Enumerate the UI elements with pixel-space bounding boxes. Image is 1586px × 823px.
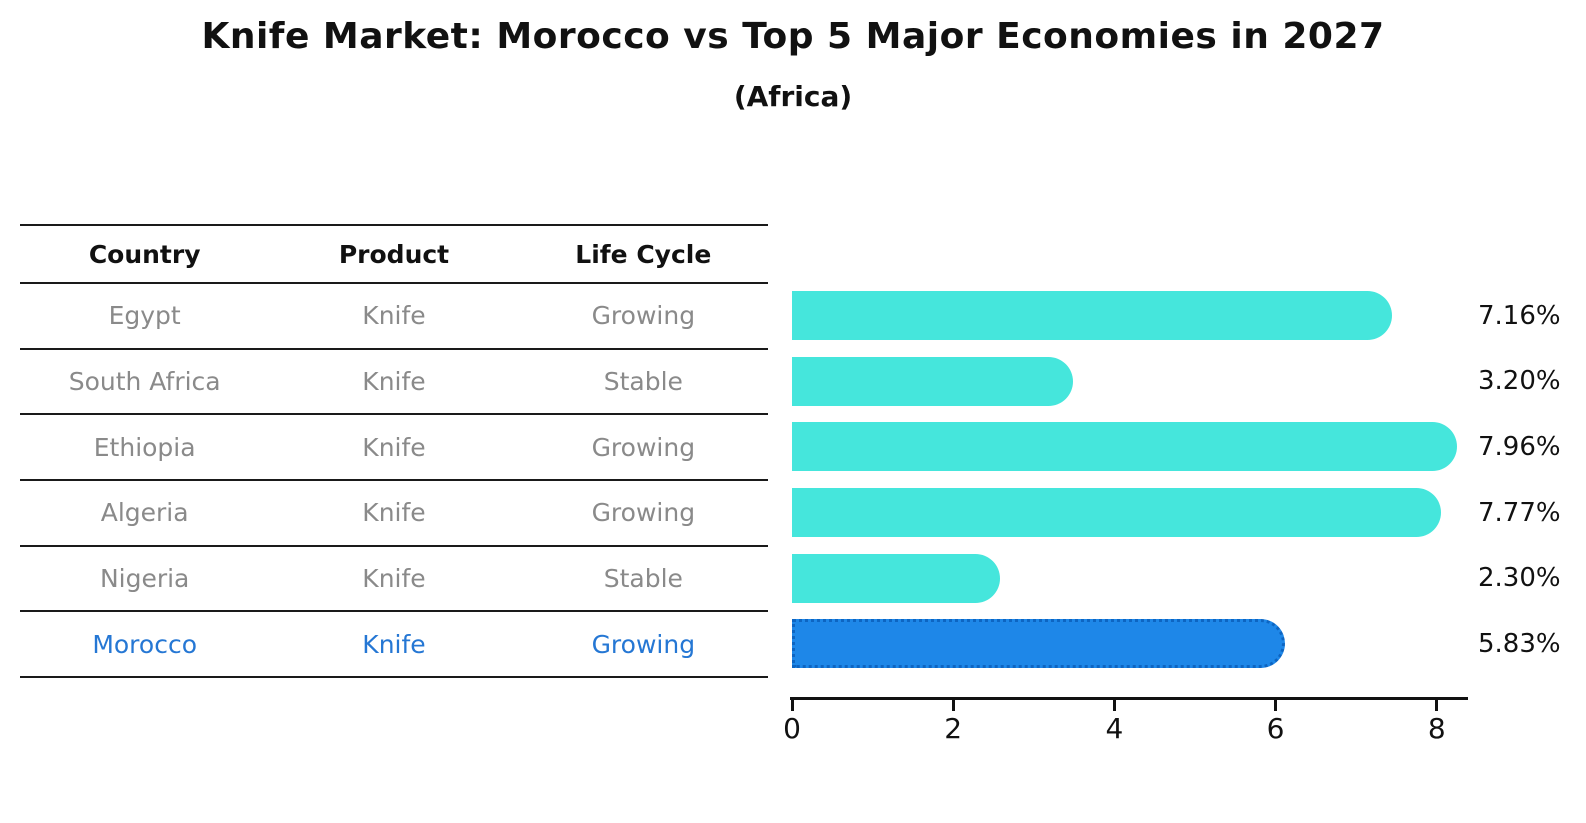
value-label-egypt: 7.16% xyxy=(1478,300,1561,331)
cell-life-cycle: Growing xyxy=(591,432,696,462)
cell-life-cycle: Growing xyxy=(591,301,696,331)
cell-country: Morocco xyxy=(92,629,197,659)
bar-plot-area xyxy=(792,283,1492,677)
bar-ethiopia xyxy=(792,422,1457,472)
column-header-life-cycle: Life Cycle xyxy=(575,239,712,269)
cell-product: Knife xyxy=(362,366,426,396)
x-axis-tick: 6 xyxy=(1246,700,1306,745)
tick-mark xyxy=(1435,700,1439,711)
bar-row xyxy=(792,349,1492,415)
tick-label: 0 xyxy=(783,712,801,745)
bar-row xyxy=(792,480,1492,546)
chart-title: Knife Market: Morocco vs Top 5 Major Eco… xyxy=(201,16,1385,57)
cell-product: Knife xyxy=(362,432,426,462)
cell-country: Algeria xyxy=(100,498,189,528)
table-row-morocco-highlighted: Morocco Knife Growing xyxy=(20,612,768,678)
x-axis-tick: 8 xyxy=(1407,700,1467,745)
cell-life-cycle: Stable xyxy=(603,563,683,593)
tick-label: 6 xyxy=(1266,712,1285,745)
bar-algeria xyxy=(792,487,1442,537)
tick-mark xyxy=(1274,700,1278,711)
column-header-country: Country xyxy=(88,239,201,269)
cell-country: Ethiopia xyxy=(93,432,196,462)
table-header-row: Country Product Life Cycle xyxy=(20,226,768,284)
cell-product: Knife xyxy=(362,498,426,528)
cell-product: Knife xyxy=(362,629,426,659)
cell-life-cycle: Stable xyxy=(603,366,683,396)
cell-country: South Africa xyxy=(68,366,221,396)
bar-row xyxy=(792,611,1492,677)
tick-label: 8 xyxy=(1427,712,1446,745)
bar-south-africa xyxy=(792,356,1073,406)
tick-mark xyxy=(790,700,794,711)
value-label-morocco: 5.83% xyxy=(1478,629,1561,660)
x-axis: 0 2 4 6 8 xyxy=(783,697,1468,744)
cell-product: Knife xyxy=(362,563,426,593)
value-label-nigeria: 2.30% xyxy=(1478,563,1561,594)
tick-mark xyxy=(951,700,955,711)
table-row: Algeria Knife Growing xyxy=(20,481,768,547)
bar-morocco-highlighted xyxy=(792,619,1285,669)
tick-label: 2 xyxy=(944,712,963,745)
x-axis-tick: 4 xyxy=(1084,700,1144,745)
value-labels: 7.16% 3.20% 7.96% 7.77% 2.30% 5.83% xyxy=(1478,283,1586,677)
bar-row xyxy=(792,414,1492,480)
cell-life-cycle: Growing xyxy=(591,498,696,528)
country-table: Country Product Life Cycle Egypt Knife G… xyxy=(20,224,768,678)
table-row: Ethiopia Knife Growing xyxy=(20,415,768,481)
bar-row xyxy=(792,546,1492,612)
value-label-south-africa: 3.20% xyxy=(1478,366,1561,397)
cell-product: Knife xyxy=(362,301,426,331)
table-row: Egypt Knife Growing xyxy=(20,284,768,350)
tick-mark xyxy=(1112,700,1116,711)
table-row: South Africa Knife Stable xyxy=(20,350,768,416)
bar-nigeria xyxy=(792,553,1001,603)
cell-country: Nigeria xyxy=(99,563,190,593)
value-label-algeria: 7.77% xyxy=(1478,497,1561,528)
cell-life-cycle: Growing xyxy=(591,629,696,659)
value-label-ethiopia: 7.96% xyxy=(1478,432,1561,463)
chart-subtitle: (Africa) xyxy=(733,80,853,113)
table-row: Nigeria Knife Stable xyxy=(20,547,768,613)
bar-egypt xyxy=(792,291,1393,340)
cell-country: Egypt xyxy=(108,301,181,331)
x-axis-tick: 0 xyxy=(762,700,822,745)
tick-label: 4 xyxy=(1105,712,1124,745)
x-axis-tick: 2 xyxy=(923,700,983,745)
bar-row xyxy=(792,283,1492,349)
column-header-product: Product xyxy=(338,239,450,269)
